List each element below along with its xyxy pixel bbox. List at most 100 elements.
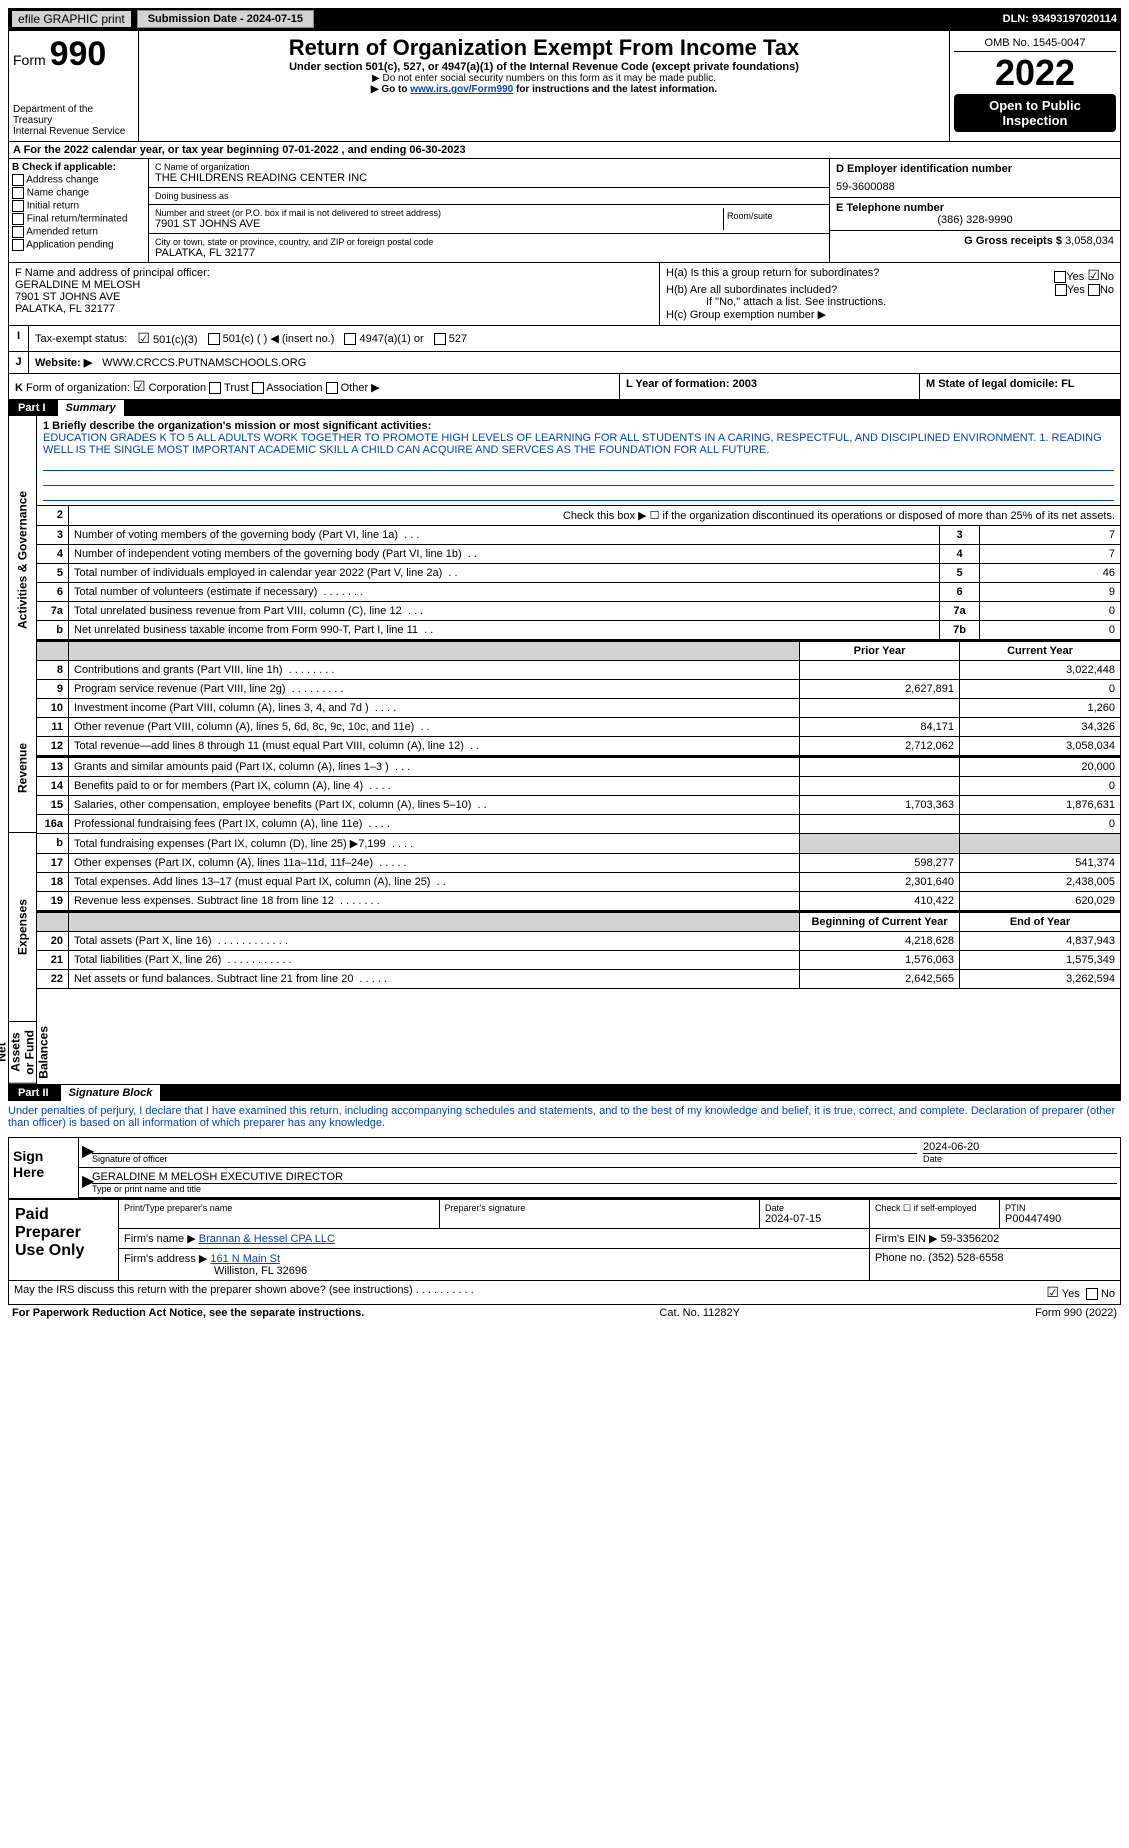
self-employed-check[interactable]: Check ☐ if self-employed <box>870 1200 1000 1228</box>
summary-row: 15Salaries, other compensation, employee… <box>37 796 1120 815</box>
part1-bar: Part I Summary <box>8 400 1121 416</box>
d-label: D Employer identification number <box>836 163 1114 175</box>
hb-yes-checkbox[interactable] <box>1055 284 1067 296</box>
dln-label: DLN: 93493197020114 <box>1003 13 1117 25</box>
omb-number: OMB No. 1545-0047 <box>954 35 1116 52</box>
trust-checkbox[interactable] <box>209 382 221 394</box>
firm-phone: (352) 528-6558 <box>928 1252 1003 1264</box>
m-state-domicile: M State of legal domicile: FL <box>920 374 1120 399</box>
501c3-checkbox[interactable]: ☑ <box>137 330 150 346</box>
sign-date: 2024-06-20 <box>923 1141 1117 1153</box>
phone-value: (386) 328-9990 <box>836 214 1114 226</box>
check-final-return[interactable]: Final return/terminated <box>12 213 145 225</box>
summary-row: 10Investment income (Part VIII, column (… <box>37 699 1120 718</box>
dept-treasury: Department of the Treasury <box>13 104 134 126</box>
check-initial-return[interactable]: Initial return <box>12 200 145 212</box>
summary-row: 21Total liabilities (Part X, line 26) . … <box>37 951 1120 970</box>
other-checkbox[interactable] <box>326 382 338 394</box>
may-discuss-row: May the IRS discuss this return with the… <box>8 1281 1121 1305</box>
city-label: City or town, state or province, country… <box>155 237 823 247</box>
footer: For Paperwork Reduction Act Notice, see … <box>8 1305 1121 1321</box>
summary-row: 6Total number of volunteers (estimate if… <box>37 583 1120 602</box>
sig-officer-label: Signature of officer <box>92 1154 917 1164</box>
end-year-header: End of Year <box>960 913 1120 931</box>
check-application-pending[interactable]: Application pending <box>12 239 145 251</box>
officer-name: GERALDINE M MELOSH <box>15 279 653 291</box>
officer-addr1: 7901 ST JOHNS AVE <box>15 291 653 303</box>
assoc-checkbox[interactable] <box>252 382 264 394</box>
row-i: I Tax-exempt status: ☑ 501(c)(3) 501(c) … <box>8 326 1121 352</box>
hb-no-checkbox[interactable] <box>1088 284 1100 296</box>
ha-no-checkbox[interactable]: ☑ <box>1087 267 1100 283</box>
paperwork-notice: For Paperwork Reduction Act Notice, see … <box>12 1307 364 1319</box>
discuss-yes-checkbox[interactable]: ☑ <box>1046 1284 1059 1300</box>
room-label: Room/suite <box>727 211 820 221</box>
row-k-l-m: K Form of organization: ☑ Corporation Tr… <box>8 374 1121 400</box>
firm-addr1[interactable]: 161 N Main St <box>210 1253 280 1265</box>
ssn-warning: ▶ Do not enter social security numbers o… <box>143 73 945 84</box>
e-label: E Telephone number <box>836 202 1114 214</box>
summary-row: bTotal fundraising expenses (Part IX, co… <box>37 834 1120 854</box>
summary-row: 16aProfessional fundraising fees (Part I… <box>37 815 1120 834</box>
ha-yes-checkbox[interactable] <box>1054 271 1066 283</box>
summary-row: 4Number of independent voting members of… <box>37 545 1120 564</box>
hc-label: H(c) Group exemption number ▶ <box>666 308 1114 321</box>
k-label: K <box>15 382 23 394</box>
hb-note: If "No," attach a list. See instructions… <box>666 296 1114 308</box>
submission-date-button[interactable]: Submission Date - 2024-07-15 <box>137 10 314 28</box>
summary-row: 3Number of voting members of the governi… <box>37 526 1120 545</box>
ha-label: H(a) Is this a group return for subordin… <box>666 267 879 284</box>
discuss-no-checkbox[interactable] <box>1086 1288 1098 1300</box>
527-checkbox[interactable] <box>434 333 446 345</box>
gross-receipts: 3,058,034 <box>1065 235 1114 247</box>
irs-link[interactable]: www.irs.gov/Form990 <box>410 84 513 95</box>
part2-bar: Part II Signature Block <box>8 1085 1121 1101</box>
declaration-text[interactable]: Under penalties of perjury, I declare th… <box>8 1101 1121 1133</box>
prior-year-header: Prior Year <box>800 642 960 660</box>
form-number: 990 <box>50 35 107 73</box>
tab-governance: Activities & Governance <box>9 416 36 704</box>
ein-value: 59-3600088 <box>836 181 1114 193</box>
section-b-c-d-e-g: B Check if applicable: Address change Na… <box>8 159 1121 263</box>
mission-block: 1 Briefly describe the organization's mi… <box>37 416 1120 506</box>
b-label: B Check if applicable: <box>12 162 145 173</box>
ptin-value: P00447490 <box>1005 1213 1115 1225</box>
website-label: Website: ▶ <box>35 356 92 369</box>
summary-row: 11Other revenue (Part VIII, column (A), … <box>37 718 1120 737</box>
goto-pre: ▶ Go to <box>371 84 410 95</box>
current-year-header: Current Year <box>960 642 1120 660</box>
summary-row: 22Net assets or fund balances. Subtract … <box>37 970 1120 989</box>
summary-row: 12Total revenue—add lines 8 through 11 (… <box>37 737 1120 756</box>
tab-revenue: Revenue <box>9 704 36 833</box>
firm-name[interactable]: Brannan & Hessel CPA LLC <box>199 1233 335 1245</box>
summary-row: 8Contributions and grants (Part VIII, li… <box>37 661 1120 680</box>
goto-post: for instructions and the latest informat… <box>513 84 717 95</box>
city-value: PALATKA, FL 32177 <box>155 247 823 259</box>
summary-row: 9Program service revenue (Part VIII, lin… <box>37 680 1120 699</box>
501c-checkbox[interactable] <box>208 333 220 345</box>
4947-checkbox[interactable] <box>344 333 356 345</box>
check-address-change[interactable]: Address change <box>12 174 145 186</box>
date-label: Date <box>923 1153 1117 1164</box>
form-prefix: Form <box>13 52 46 68</box>
summary-row: bNet unrelated business taxable income f… <box>37 621 1120 640</box>
check-name-change[interactable]: Name change <box>12 187 145 199</box>
website-value: WWW.CRCCS.PUTNAMSCHOOLS.ORG <box>102 357 306 369</box>
form-subtitle: Under section 501(c), 527, or 4947(a)(1)… <box>143 61 945 73</box>
tax-exempt-label: Tax-exempt status: <box>35 333 127 345</box>
check-amended-return[interactable]: Amended return <box>12 226 145 238</box>
form-title: Return of Organization Exempt From Incom… <box>143 35 945 61</box>
sign-here-label: Sign Here <box>9 1138 79 1198</box>
form-header: Form 990 Department of the Treasury Inte… <box>8 30 1121 142</box>
corp-checkbox[interactable]: ☑ <box>133 378 146 394</box>
street-label: Number and street (or P.O. box if mail i… <box>155 208 723 218</box>
tab-net-assets: Net Assets or Fund Balances <box>9 1022 36 1084</box>
signature-block: Sign Here ▶ Signature of officer 2024-06… <box>8 1137 1121 1199</box>
org-name: THE CHILDRENS READING CENTER INC <box>155 172 823 184</box>
prep-sig-header: Preparer's signature <box>440 1200 761 1228</box>
section-f-h: F Name and address of principal officer:… <box>8 263 1121 326</box>
arrow-icon: ▶ <box>79 1168 89 1197</box>
paid-preparer-block: Paid Preparer Use Only Print/Type prepar… <box>8 1199 1121 1281</box>
hb-label: H(b) Are all subordinates included? <box>666 284 837 296</box>
mission-text[interactable]: EDUCATION GRADES K TO 5 ALL ADULTS WORK … <box>43 432 1114 456</box>
